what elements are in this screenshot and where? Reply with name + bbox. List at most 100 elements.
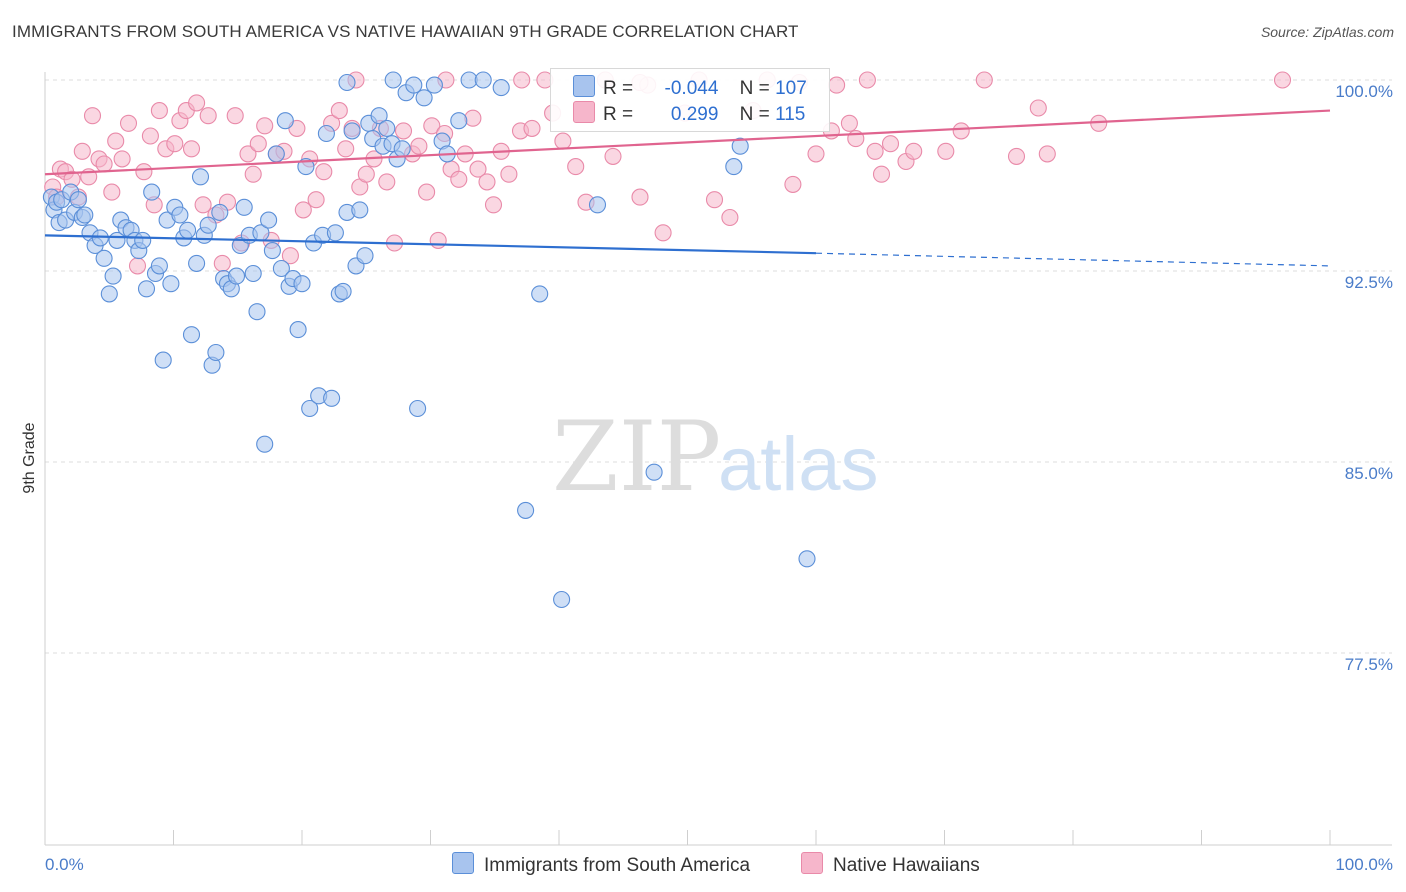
native-hawaiians-point <box>394 122 413 140</box>
south-america-point <box>134 231 152 249</box>
native-hawaiians-point <box>315 163 333 181</box>
native-hawaiians-point <box>281 247 299 265</box>
watermark-zip: ZIP <box>552 401 721 513</box>
native-hawaiians-point <box>975 71 993 89</box>
native-hawaiians-trend-line <box>44 109 1331 176</box>
series-legend: Immigrants from South America Native Haw… <box>0 852 1406 878</box>
series-swatch-pink <box>801 852 823 874</box>
south-america-point <box>731 137 749 155</box>
native-hawaiians-point <box>194 196 212 214</box>
legend-n-label: N = <box>739 78 770 99</box>
y-tick-label: 92.5% <box>1345 273 1393 292</box>
stats-legend: R = -0.044 N = 107 R = 0.299 N = 115 <box>550 68 830 132</box>
native-hawaiians-point <box>881 135 900 153</box>
native-hawaiians-point <box>705 191 724 209</box>
native-hawaiians-point <box>450 170 468 188</box>
south-america-point <box>531 285 549 303</box>
legend-r-label: R = <box>603 104 634 125</box>
south-america-point <box>725 158 743 176</box>
y-tick-labels: 77.5% 85.0% 92.5% 100.0% <box>1335 82 1393 674</box>
south-america-point <box>323 389 341 407</box>
south-america-point <box>272 259 290 278</box>
south-america-point <box>343 122 361 140</box>
south-america-point <box>393 140 411 158</box>
native-hawaiians-point <box>604 147 622 165</box>
native-hawaiians-point <box>952 122 970 140</box>
native-hawaiians-point <box>513 71 531 89</box>
native-hawaiians-point <box>500 165 518 183</box>
south-america-point <box>553 590 571 609</box>
south-america-point <box>351 201 369 219</box>
native-hawaiians-point <box>226 107 244 125</box>
native-hawaiians-point <box>858 71 876 89</box>
series-legend-native-hawaiians[interactable]: Native Hawaiians <box>801 852 980 877</box>
y-tick-label: 100.0% <box>1335 82 1393 101</box>
native-hawaiians-point <box>418 183 436 201</box>
y-tick-label: 85.0% <box>1345 464 1393 483</box>
south-america-point <box>293 275 311 293</box>
south-america-point <box>182 326 201 344</box>
native-hawaiians-point <box>107 132 125 150</box>
legend-row-native-hawaiians: R = 0.299 N = 115 <box>573 101 805 127</box>
native-hawaiians-point <box>1038 145 1056 163</box>
native-hawaiians-point <box>213 254 231 272</box>
legend-r-value: -0.044 <box>664 78 719 99</box>
x-tick-label-min: 0.0% <box>45 855 84 874</box>
south-america-point <box>326 224 344 242</box>
native-hawaiians-point <box>840 114 858 132</box>
south-america-point <box>162 275 180 293</box>
native-hawaiians-point <box>188 94 206 112</box>
native-hawaiians-point <box>95 155 113 173</box>
native-hawaiians-point <box>469 160 487 178</box>
trend-lines <box>44 109 1331 267</box>
native-hawaiians-point <box>478 173 496 191</box>
south-america-point <box>798 550 816 568</box>
native-hawaiians-point <box>83 107 102 125</box>
south-america-trend-line <box>44 234 817 255</box>
native-hawaiians-point <box>113 150 131 168</box>
native-hawaiians-point <box>554 132 572 150</box>
south-america-point <box>95 249 113 267</box>
native-hawaiians-point <box>119 114 138 132</box>
series-legend-label: Immigrants from South America <box>484 855 751 876</box>
series-legend-south-america[interactable]: Immigrants from South America <box>452 852 750 877</box>
south-america-point <box>317 124 335 143</box>
native-hawaiians-point <box>721 208 739 227</box>
south-america-point <box>69 191 87 209</box>
south-america-point <box>370 107 388 125</box>
south-america-point <box>517 501 535 519</box>
south-america-point <box>199 216 217 234</box>
native-hawaiians-point <box>103 183 121 201</box>
series-legend-label: Native Hawaiians <box>833 855 980 876</box>
legend-r-value: 0.299 <box>670 104 719 125</box>
native-hawaiians-point <box>244 165 262 183</box>
legend-n-label: N = <box>739 104 770 125</box>
south-america-point <box>409 399 427 418</box>
legend-r-label: R = <box>603 78 634 99</box>
south-america-point <box>415 89 433 107</box>
south-america-point <box>256 435 274 453</box>
south-america-point <box>356 247 374 265</box>
south-america-point <box>227 267 246 285</box>
series-swatch-blue <box>452 852 474 874</box>
native-hawaiians-point <box>866 142 884 160</box>
native-hawaiians-point <box>199 107 217 125</box>
native-hawaiians-point <box>239 145 257 163</box>
south-america-point <box>263 242 281 260</box>
native-hawaiians-point <box>294 201 312 219</box>
native-hawaiians-point <box>807 145 825 163</box>
south-america-point <box>588 196 607 214</box>
native-hawaiians-point <box>1273 71 1292 89</box>
south-america-point <box>100 285 118 303</box>
south-america-point <box>260 211 278 229</box>
south-america-point <box>297 158 315 176</box>
south-america-point <box>244 264 262 283</box>
native-hawaiians-point <box>872 165 891 183</box>
south-america-trend-extension <box>815 252 1331 267</box>
native-hawaiians-point <box>464 109 482 127</box>
south-america-point <box>289 321 307 339</box>
native-hawaiians-point <box>73 142 91 160</box>
south-america-point <box>301 399 319 418</box>
south-america-point <box>405 76 423 94</box>
